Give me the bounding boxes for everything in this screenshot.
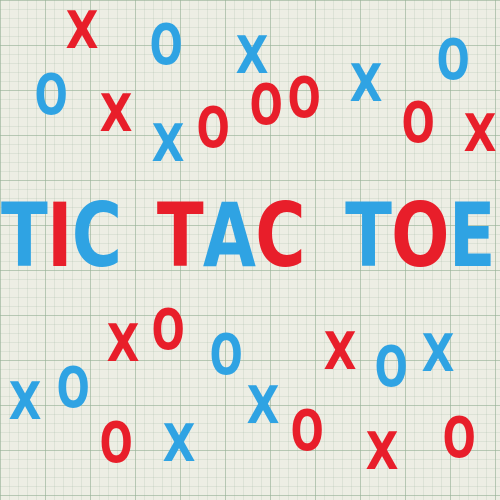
x-mark: X: [365, 422, 399, 482]
title-letter: T: [1, 184, 48, 287]
o-mark: O: [287, 65, 321, 131]
o-mark: O: [149, 12, 183, 78]
x-mark: X: [349, 54, 383, 114]
title-letter: A: [203, 184, 256, 287]
x-mark: X: [323, 322, 357, 382]
x-mark: X: [65, 1, 99, 61]
o-mark: O: [99, 410, 133, 476]
title-letter: I: [47, 184, 73, 287]
o-mark: O: [34, 62, 68, 128]
x-mark: X: [162, 414, 196, 474]
x-mark: X: [246, 376, 280, 436]
o-mark: O: [290, 398, 324, 464]
title-word: TOE: [344, 184, 496, 287]
x-mark: X: [463, 104, 497, 164]
o-mark: O: [249, 72, 283, 138]
title-word: TAC: [157, 184, 306, 287]
o-mark: O: [56, 355, 90, 421]
o-mark: O: [442, 405, 476, 471]
o-mark: O: [151, 297, 185, 363]
title-letter: T: [157, 184, 204, 287]
title-word: TIC: [1, 184, 122, 287]
title-letter: O: [390, 184, 449, 287]
title-letter: C: [255, 184, 306, 287]
x-mark: X: [106, 314, 140, 374]
title-letter: T: [344, 184, 392, 287]
title-letter: E: [448, 184, 495, 287]
game-title: TIC TAC TOE: [0, 192, 500, 280]
x-mark: X: [99, 84, 133, 144]
x-mark: X: [8, 372, 42, 432]
title-letter: C: [72, 184, 122, 287]
x-mark: X: [151, 114, 185, 174]
o-mark: O: [401, 90, 435, 156]
x-mark: X: [421, 324, 455, 384]
o-mark: O: [374, 334, 408, 400]
o-mark: O: [196, 95, 230, 161]
o-mark: O: [209, 322, 243, 388]
o-mark: O: [436, 27, 470, 93]
x-mark: X: [235, 26, 269, 86]
